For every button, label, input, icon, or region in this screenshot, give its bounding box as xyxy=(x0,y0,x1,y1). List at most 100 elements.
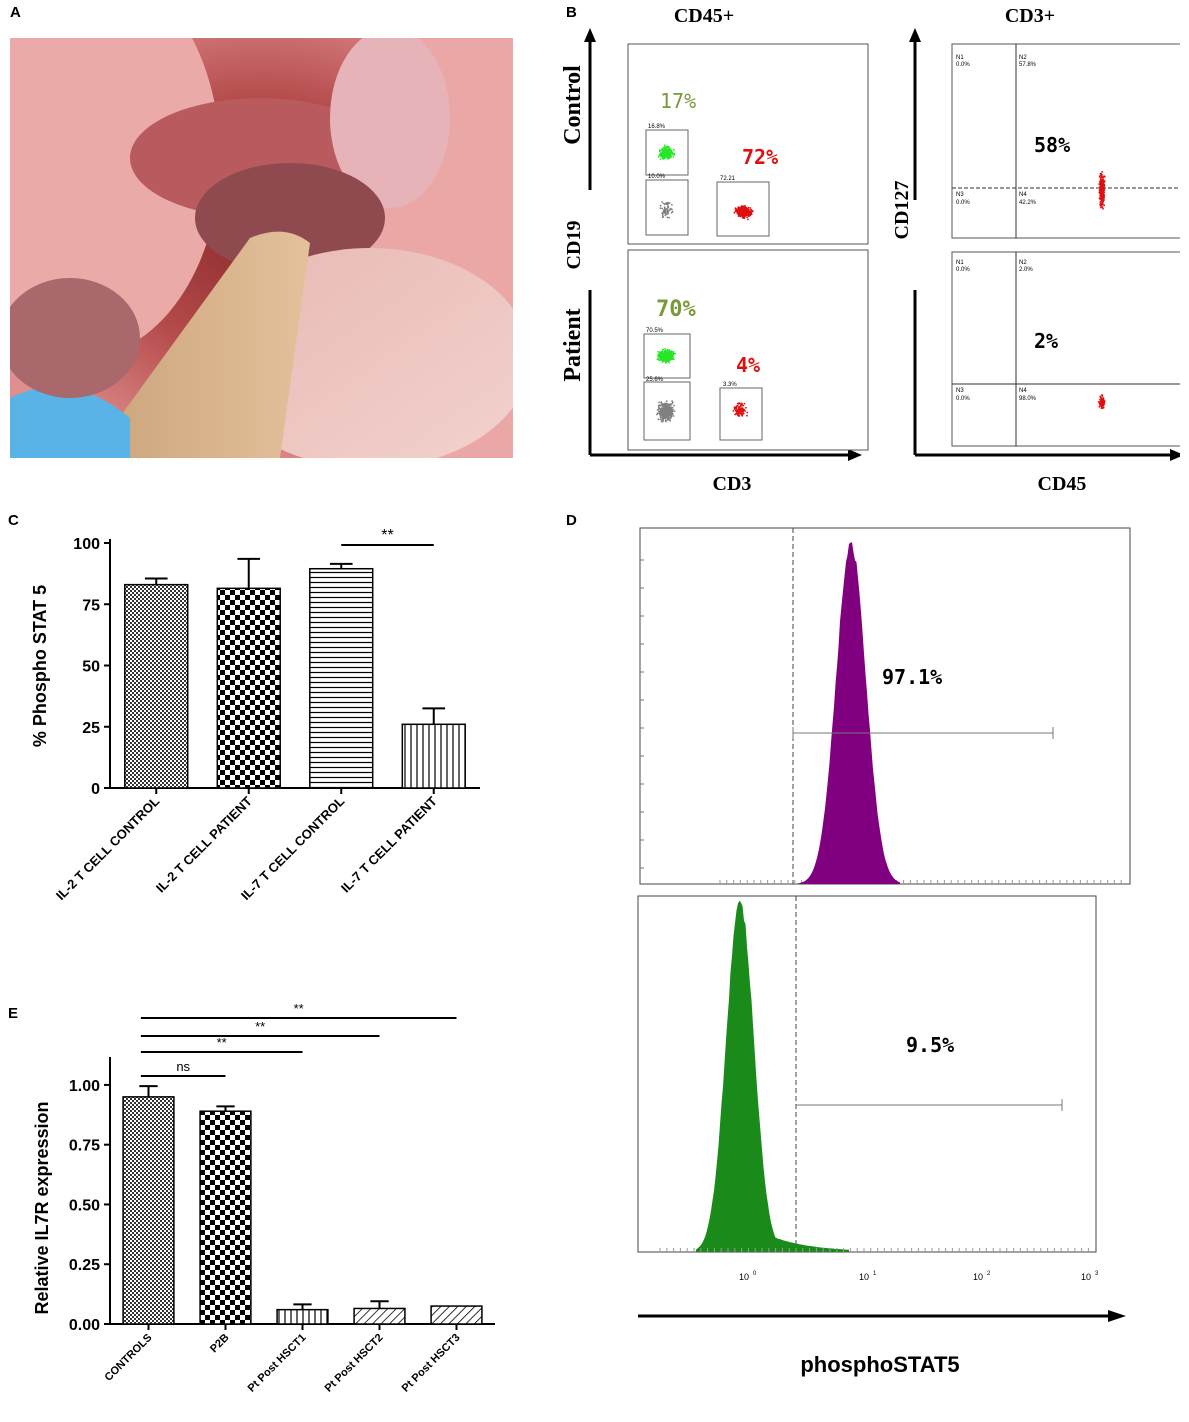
bar xyxy=(122,1096,175,1325)
y-tick-label: 75 xyxy=(82,597,100,614)
other-cell-dot xyxy=(672,408,674,411)
t-cell-dot xyxy=(738,402,740,405)
x-axis-label: phosphoSTAT5 xyxy=(800,1352,959,1377)
t-cell-dot xyxy=(735,410,738,413)
other-cell-dot xyxy=(656,413,658,416)
t-cell-dot xyxy=(1102,399,1105,402)
b-cell-dot xyxy=(664,356,667,359)
quadrant-label: N2 xyxy=(1019,55,1027,61)
t-cell-dot xyxy=(1101,201,1104,204)
x-tick-label: Pt Post HSCT3 xyxy=(400,1332,463,1395)
t-cell-dot xyxy=(740,412,742,415)
other-cell-dot xyxy=(666,216,669,219)
t-cell-dot xyxy=(743,217,745,220)
significance-label: ns xyxy=(176,1059,190,1074)
t-cell-dot xyxy=(743,214,746,217)
t-cell-dot xyxy=(1103,189,1106,192)
other-cell-dot xyxy=(660,402,663,404)
quadrant-value: 0.0% xyxy=(956,396,970,402)
other-cell-dot xyxy=(664,414,667,417)
b-cell-dot xyxy=(662,355,665,358)
other-cell-dot xyxy=(670,408,673,411)
other-cell-dot xyxy=(671,406,674,409)
other-cell-dot xyxy=(657,404,660,407)
t-cell-dot xyxy=(1098,402,1101,405)
bar xyxy=(430,1305,483,1325)
plot-control-cd45-cd127: N1 0.0% N2 57.8% N3 0.0% N4 42.2% 58% xyxy=(951,43,1180,239)
t-cell-dot xyxy=(1099,396,1102,398)
b-cell-dot xyxy=(661,155,664,158)
gate-label: 3.3% xyxy=(723,382,737,388)
other-cell-dot xyxy=(662,211,665,214)
other-cell-dot xyxy=(665,208,668,211)
other-cell-dot xyxy=(659,404,662,407)
x-tick-exp: 1 xyxy=(873,1271,877,1277)
x-tick-label: IL-2 T CELL PATIENT xyxy=(153,793,255,895)
t-cell-dot xyxy=(747,207,749,210)
other-cell-dot xyxy=(660,420,663,423)
gate-percent: 97.1% xyxy=(882,665,942,689)
x-tick-exp: 3 xyxy=(1095,1271,1099,1277)
other-cell-dot xyxy=(667,212,670,215)
quadrant-label: N4 xyxy=(1019,388,1027,394)
t-cell-dot xyxy=(740,211,742,213)
b-cell-dot xyxy=(665,147,667,150)
quadrant-value: 2.0% xyxy=(1019,267,1033,273)
t-cell-dot xyxy=(736,211,739,213)
b-cell-dot xyxy=(667,353,670,356)
b-cell-dot xyxy=(659,153,662,155)
t-cell-dot xyxy=(1102,406,1105,409)
quadrant-value: 0.0% xyxy=(956,267,970,273)
b-cell-dot xyxy=(661,152,664,155)
b-cell-dot xyxy=(664,354,666,356)
t-cell-dot xyxy=(1100,172,1102,175)
t-cell-dot xyxy=(746,214,749,217)
other-cell-dot xyxy=(659,207,662,210)
b-cell-dot xyxy=(659,358,662,361)
t-cell-dot xyxy=(744,210,747,213)
t-cell-dot xyxy=(1103,204,1106,207)
t-cell-dot xyxy=(737,206,740,209)
x-tick-label: 10 xyxy=(973,1272,983,1282)
other-cell-dot xyxy=(668,412,671,415)
t-cell-dot xyxy=(740,209,742,211)
t-cell-dot xyxy=(747,209,750,212)
flow-cytometry-panel: CD45+ CD3+ Control Patient CD19 CD127 CD… xyxy=(560,5,1180,495)
x-tick-label: CONTROLS xyxy=(102,1332,154,1384)
quadrant-label: N3 xyxy=(956,388,964,394)
other-cell-dot xyxy=(667,210,670,213)
y-tick-label: 25 xyxy=(82,720,100,737)
t-cell-dot xyxy=(1101,398,1104,400)
b-cell-dot xyxy=(667,155,670,158)
b-cell-dot xyxy=(661,361,664,363)
t-cell-dot xyxy=(738,208,741,211)
t-cell-dot xyxy=(1103,183,1106,186)
b-cell-dot xyxy=(662,151,665,153)
b-cell-dot xyxy=(671,358,674,360)
t-cell-dot xyxy=(1099,404,1101,407)
b-cell-dot xyxy=(668,361,670,364)
b-cell-dot xyxy=(664,347,667,350)
t-cell-dot xyxy=(1099,177,1102,179)
significance-label: ** xyxy=(294,1001,304,1016)
other-cell-dot xyxy=(658,412,661,415)
other-cell-dot xyxy=(665,210,668,213)
t-cell-dot xyxy=(739,406,741,408)
quadrant-value: 0.0% xyxy=(956,200,970,206)
t-cell-dot xyxy=(1103,402,1105,405)
other-cell-dot xyxy=(662,407,664,410)
b-cell-dot xyxy=(671,151,674,154)
bar xyxy=(199,1110,252,1325)
t-cell-dot xyxy=(1099,186,1102,188)
x-tick-label: Pt Post HSCT1 xyxy=(246,1332,309,1395)
x-tick-label: 10 xyxy=(1081,1272,1091,1282)
t-cell-dot xyxy=(1101,394,1104,396)
other-cell-dot xyxy=(661,207,664,210)
b-cell-dot xyxy=(672,357,675,360)
b-cell-dot xyxy=(666,349,669,351)
t-cell-dot xyxy=(1101,199,1104,202)
other-cell-dot xyxy=(673,410,676,412)
cd127-percent: 2% xyxy=(1034,329,1058,353)
other-cell-dot xyxy=(664,417,667,420)
b-cell-dot xyxy=(660,154,663,156)
